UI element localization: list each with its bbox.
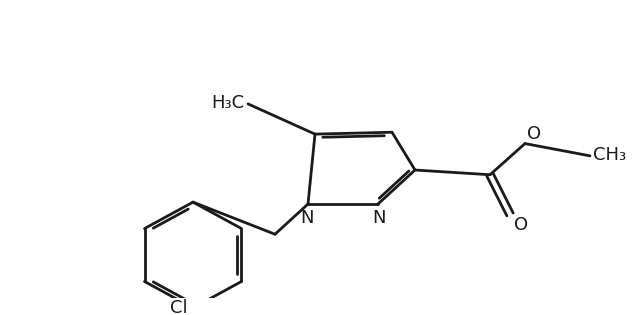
- Text: O: O: [527, 125, 541, 143]
- Text: O: O: [514, 216, 528, 234]
- Text: H₃C: H₃C: [211, 94, 244, 112]
- Text: CH₃: CH₃: [593, 146, 626, 164]
- Text: N: N: [372, 209, 386, 227]
- Text: N: N: [300, 209, 314, 227]
- Text: Cl: Cl: [170, 299, 188, 315]
